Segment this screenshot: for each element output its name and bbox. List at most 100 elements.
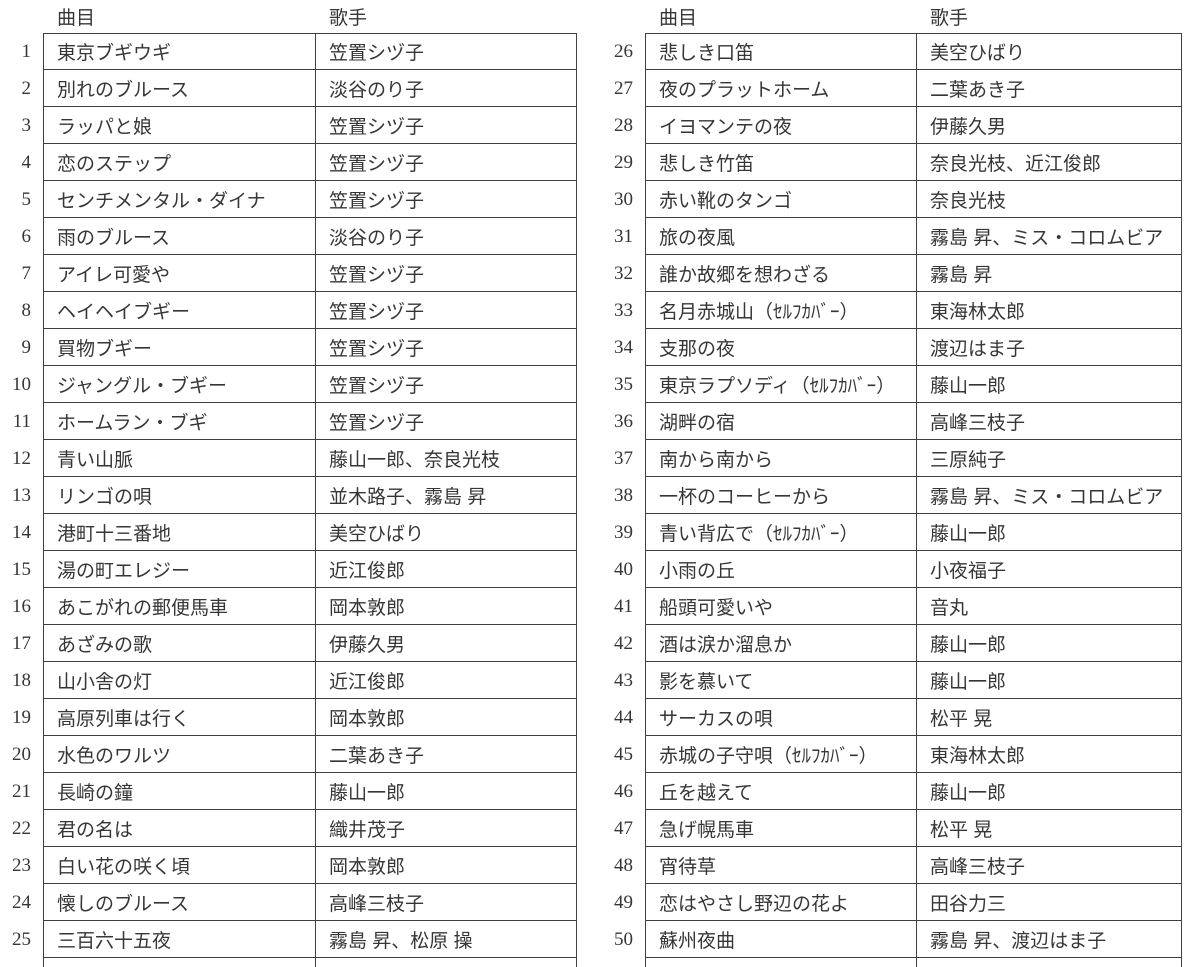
singer-cell: 笠置シヅ子 [315,181,577,218]
song-title-cell: 懐しのブルース [43,884,315,921]
row-number: 2 [21,77,32,99]
table-row: 24 懐しのブルース 高峰三枝子 [0,884,577,921]
song-title-cell: 小雨の丘 [645,551,916,588]
song-title-cell: 悲しき口笛 [645,33,916,70]
singer-cell: 高峰三枝子 [315,884,577,921]
row-number: 7 [21,262,32,284]
song-title-cell: 南から南から [645,440,916,477]
row-number: 16 [12,595,31,617]
table-row: 18 山小舎の灯 近江俊郎 [0,662,577,699]
table-row: 39 青い背広で（ｾﾙﾌｶﾊﾞｰ） 藤山一郎 [602,514,1182,551]
singer-cell: 霧島 昇、ミス・コロムビア [916,477,1182,514]
row-number: 6 [21,225,32,247]
song-title-cell: 丘を越えて [645,773,916,810]
singer-cell: 藤山一郎 [916,662,1182,699]
table-row: 1 東京ブギウギ 笠置シヅ子 [0,33,577,70]
singer-cell: 三原純子 [916,440,1182,477]
singer-cell: 岡本敦郎 [315,847,577,884]
table-row: 38 一杯のコーヒーから 霧島 昇、ミス・コロムビア [602,477,1182,514]
row-number: 19 [12,706,31,728]
table-row: 29 悲しき竹笛 奈良光枝、近江俊郎 [602,144,1182,181]
row-number: 4 [21,151,32,173]
table-row: 36 湖畔の宿 高峰三枝子 [602,403,1182,440]
table-row: 45 赤城の子守唄（ｾﾙﾌｶﾊﾞｰ） 東海林太郎 [602,736,1182,773]
row-number: 48 [614,854,633,876]
singer-cell: 音丸 [916,588,1182,625]
song-title-cell: ジャングル・ブギー [43,366,315,403]
row-number: 30 [614,188,633,210]
column-header-row: 曲目 歌手 [602,0,1182,33]
song-title-cell: ヘイヘイブギー [43,292,315,329]
row-number: 39 [614,521,633,543]
table-row: 42 酒は涙か溜息か 藤山一郎 [602,625,1182,662]
row-number: 34 [614,336,633,358]
table-row: 33 名月赤城山（ｾﾙﾌｶﾊﾞｰ） 東海林太郎 [602,292,1182,329]
singer-cell: 美空ひばり [916,33,1182,70]
song-table-right: 曲目 歌手 26 悲しき口笛 美空ひばり 27 夜のプラットホーム 二葉あき子 … [602,0,1182,967]
row-number: 1 [21,40,32,62]
table-row: 43 影を慕いて 藤山一郎 [602,662,1182,699]
singer-cell: 美空ひばり [315,514,577,551]
singer-cell: 藤山一郎 [916,625,1182,662]
row-number: 23 [12,854,31,876]
singer-cell: 藤山一郎 [315,773,577,810]
singer-cell: 二葉あき子 [315,736,577,773]
song-title-cell: 旅の夜風 [645,218,916,255]
row-number: 22 [12,817,31,839]
singer-cell: 笠置シヅ子 [315,403,577,440]
singer-cell: 笠置シヅ子 [315,329,577,366]
table-row: 48 宵待草 高峰三枝子 [602,847,1182,884]
row-number: 36 [614,410,633,432]
row-number: 43 [614,669,633,691]
table-row: 12 青い山脈 藤山一郎、奈良光枝 [0,440,577,477]
row-number: 13 [12,484,31,506]
song-title-cell: 高原列車は行く [43,699,315,736]
singer-cell: 渡辺はま子 [916,329,1182,366]
table-row: 4 恋のステップ 笠置シヅ子 [0,144,577,181]
column-header-row: 曲目 歌手 [0,0,577,33]
table-row: 31 旅の夜風 霧島 昇、ミス・コロムビア [602,218,1182,255]
table-row: 41 船頭可愛いや 音丸 [602,588,1182,625]
table-row: 27 夜のプラットホーム 二葉あき子 [602,70,1182,107]
row-number: 20 [12,743,31,765]
table-row: 2 別れのブルース 淡谷のり子 [0,70,577,107]
row-number [0,958,31,967]
song-title-cell: 湖畔の宿 [645,403,916,440]
song-title-cell: 赤城の子守唄（ｾﾙﾌｶﾊﾞｰ） [645,736,916,773]
song-title-cell: 夜のプラットホーム [645,70,916,107]
song-title-cell: 誰か故郷を想わざる [645,255,916,292]
table-row: 25 三百六十五夜 霧島 昇、松原 操 [0,921,577,958]
table-row: 44 サーカスの唄 松平 晃 [602,699,1182,736]
table-row [0,958,577,967]
singer-cell: 笠置シヅ子 [315,144,577,181]
table-row: 37 南から南から 三原純子 [602,440,1182,477]
row-number: 44 [614,706,633,728]
table-row: 19 高原列車は行く 岡本敦郎 [0,699,577,736]
song-title-cell: 影を慕いて [645,662,916,699]
table-row: 16 あこがれの郵便馬車 岡本敦郎 [0,588,577,625]
table-body: 26 悲しき口笛 美空ひばり 27 夜のプラットホーム 二葉あき子 28 イヨマ… [602,33,1182,967]
row-number: 5 [21,188,32,210]
singer-cell: 笠置シヅ子 [315,366,577,403]
singer-cell: 二葉あき子 [916,70,1182,107]
row-number: 8 [21,299,32,321]
table-row: 22 君の名は 織井茂子 [0,810,577,847]
singer-cell: 近江俊郎 [315,551,577,588]
singer-cell: 岡本敦郎 [315,588,577,625]
song-title-cell [645,958,916,967]
song-title-cell: 白い花の咲く頃 [43,847,315,884]
column-header-singer: 歌手 [930,8,969,29]
row-number: 47 [614,817,633,839]
row-number: 12 [12,447,31,469]
singer-cell: 藤山一郎 [916,514,1182,551]
singer-cell: 霧島 昇、ミス・コロムビア [916,218,1182,255]
song-title-cell: 急げ幌馬車 [645,810,916,847]
singer-cell: 小夜福子 [916,551,1182,588]
singer-cell: 笠置シヅ子 [315,33,577,70]
row-number: 18 [12,669,31,691]
row-number: 29 [614,151,633,173]
table-row: 11 ホームラン・ブギ 笠置シヅ子 [0,403,577,440]
table-row: 34 支那の夜 渡辺はま子 [602,329,1182,366]
row-number: 25 [12,928,31,950]
